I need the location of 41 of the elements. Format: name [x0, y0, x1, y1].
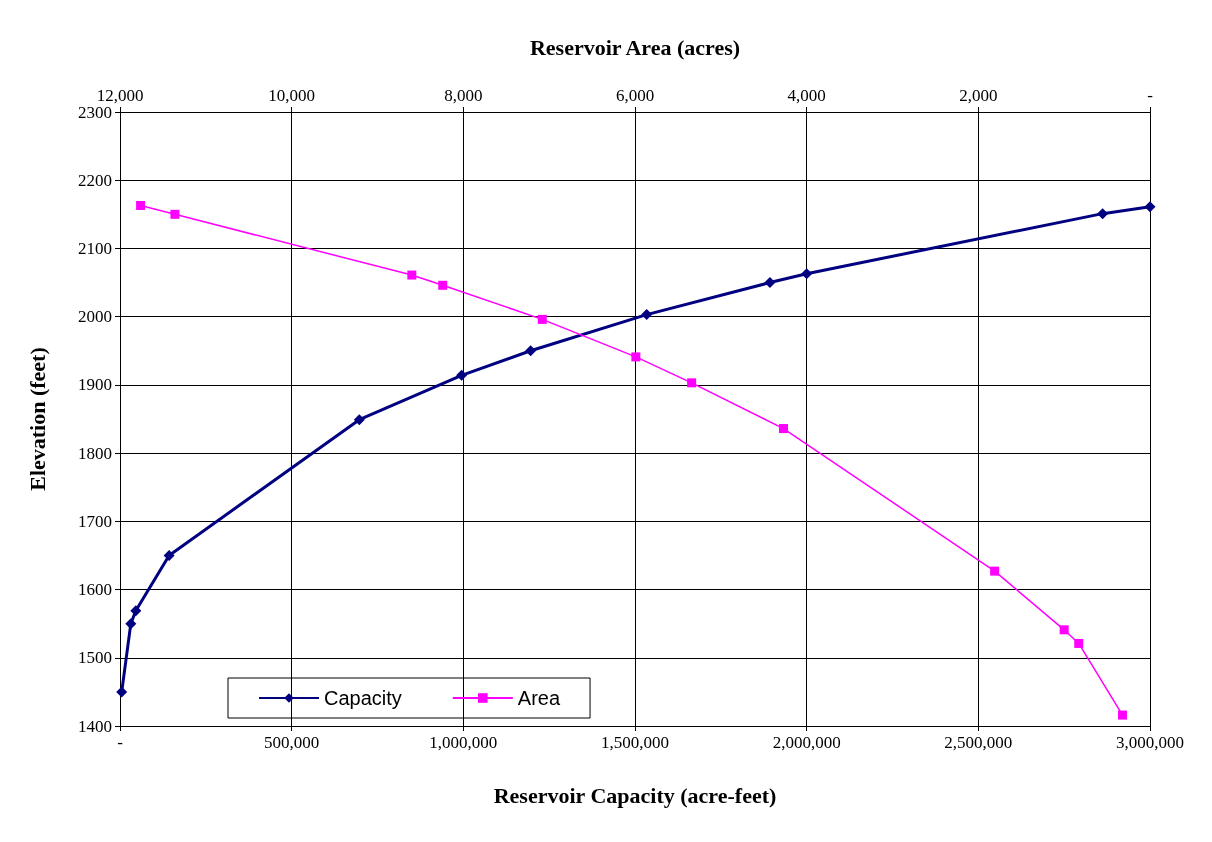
y-axis-title: Elevation (feet)	[24, 347, 50, 491]
x2-tick-label: 2,000	[959, 86, 998, 105]
y-tick-label: 2300	[78, 102, 112, 122]
point	[801, 268, 813, 280]
x2-tick-label: 12,000	[96, 86, 144, 105]
point	[1144, 201, 1156, 213]
x-tick-label: 1,500,000	[601, 733, 669, 752]
point	[456, 369, 468, 381]
y-tick-label: 1800	[78, 443, 112, 463]
point	[1097, 208, 1109, 220]
y-tick-label: 1400	[78, 716, 112, 736]
x-axis-title: Reservoir Capacity (acre-feet)	[493, 782, 777, 808]
point	[116, 686, 128, 698]
y-tick-label: 2100	[78, 238, 112, 258]
point	[163, 549, 175, 561]
x-tick-label: 1,000,000	[429, 733, 498, 752]
legend-label: Capacity	[324, 687, 402, 709]
point	[641, 309, 653, 321]
x-tick-label: 2,500,000	[944, 733, 1013, 752]
x-tick-label: -	[117, 733, 124, 752]
x2-tick-label: -	[1147, 86, 1154, 105]
legend-label: Area	[517, 687, 561, 709]
point	[125, 618, 137, 630]
x2-axis-title: Reservoir Area (acres)	[529, 34, 741, 60]
x-tick-label: 500,000	[264, 733, 320, 752]
x2-tick-label: 8,000	[444, 86, 483, 105]
point	[764, 277, 776, 289]
x-tick-label: 3,000,000	[1116, 733, 1184, 752]
x2-tick-label: 4,000	[787, 86, 826, 105]
y-tick-label: 1500	[78, 648, 112, 668]
x2-tick-label: 6,000	[615, 86, 655, 105]
y-tick-label: 1600	[78, 580, 112, 600]
y-tick-label: 1700	[78, 511, 112, 531]
point	[353, 414, 365, 426]
point	[130, 605, 142, 617]
x2-tick-label: 10,000	[268, 86, 316, 105]
y-tick-label: 2000	[78, 307, 112, 327]
point	[525, 345, 537, 357]
x-tick-label: 2,000,000	[772, 733, 841, 752]
y-tick-label: 1900	[78, 375, 112, 395]
y-tick-label: 2200	[78, 170, 112, 190]
